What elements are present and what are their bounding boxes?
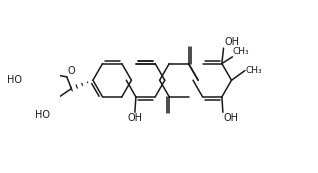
Text: OH: OH bbox=[224, 113, 239, 123]
Text: CH₃: CH₃ bbox=[233, 47, 250, 56]
Text: O: O bbox=[68, 66, 75, 76]
Text: HO: HO bbox=[35, 110, 50, 120]
Text: OH: OH bbox=[128, 113, 142, 123]
Text: HO: HO bbox=[7, 75, 22, 85]
Text: CH₃: CH₃ bbox=[245, 66, 262, 75]
Text: OH: OH bbox=[225, 37, 239, 47]
